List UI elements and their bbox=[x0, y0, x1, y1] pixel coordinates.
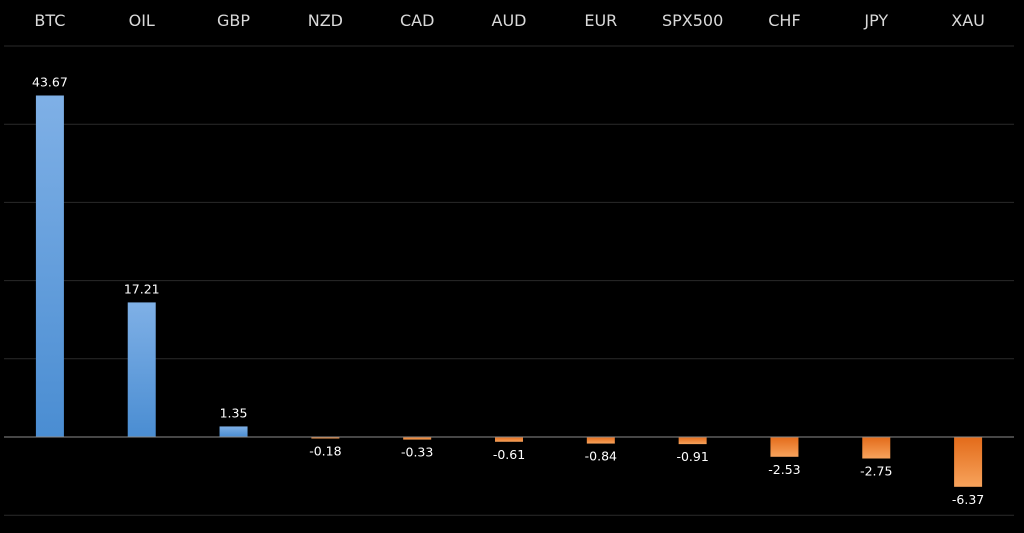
category-labels: BTC OIL GBP NZD CAD AUD EUR SPX500 CHF JPY XAU bbox=[34, 11, 984, 30]
value-label-btc: 43.67 bbox=[32, 75, 68, 90]
bar-gbp bbox=[219, 426, 248, 437]
value-label-jpy: -2.75 bbox=[860, 464, 892, 479]
category-label-eur: EUR bbox=[584, 11, 617, 30]
category-label-btc: BTC bbox=[34, 11, 65, 30]
bar-spx500 bbox=[678, 437, 707, 445]
value-label-spx500: -0.91 bbox=[676, 449, 708, 464]
value-label-aud: -0.61 bbox=[493, 447, 525, 462]
bar-aud bbox=[495, 437, 523, 442]
category-label-gbp: GBP bbox=[217, 11, 250, 30]
category-label-nzd: NZD bbox=[308, 11, 343, 30]
bar-series bbox=[35, 95, 983, 487]
category-label-chf: CHF bbox=[768, 11, 800, 30]
category-label-aud: AUD bbox=[492, 11, 527, 30]
value-label-gbp: 1.35 bbox=[220, 405, 248, 420]
category-label-jpy: JPY bbox=[863, 11, 888, 30]
category-label-xau: XAU bbox=[951, 11, 985, 30]
value-label-oil: 17.21 bbox=[124, 281, 160, 296]
value-labels: 43.67 17.21 1.35 -0.18 -0.33 -0.61 -0.84 -0.91 -… bbox=[32, 75, 984, 507]
category-label-oil: OIL bbox=[129, 11, 155, 30]
bar-btc bbox=[35, 95, 64, 437]
bar-oil bbox=[127, 302, 156, 437]
bar-eur bbox=[586, 437, 615, 444]
value-label-nzd: -0.18 bbox=[309, 444, 341, 459]
bar-cad bbox=[403, 437, 432, 440]
value-label-xau: -6.37 bbox=[952, 492, 984, 507]
bar-chf bbox=[770, 437, 799, 457]
bar-jpy bbox=[862, 437, 891, 459]
bar-nzd bbox=[311, 437, 340, 439]
bar-xau bbox=[954, 437, 983, 487]
value-label-chf: -2.53 bbox=[768, 462, 800, 477]
value-label-eur: -0.84 bbox=[585, 449, 617, 464]
category-label-spx500: SPX500 bbox=[662, 11, 723, 30]
category-label-cad: CAD bbox=[400, 11, 434, 30]
value-label-cad: -0.33 bbox=[401, 445, 433, 460]
gridlines bbox=[4, 45, 1014, 516]
